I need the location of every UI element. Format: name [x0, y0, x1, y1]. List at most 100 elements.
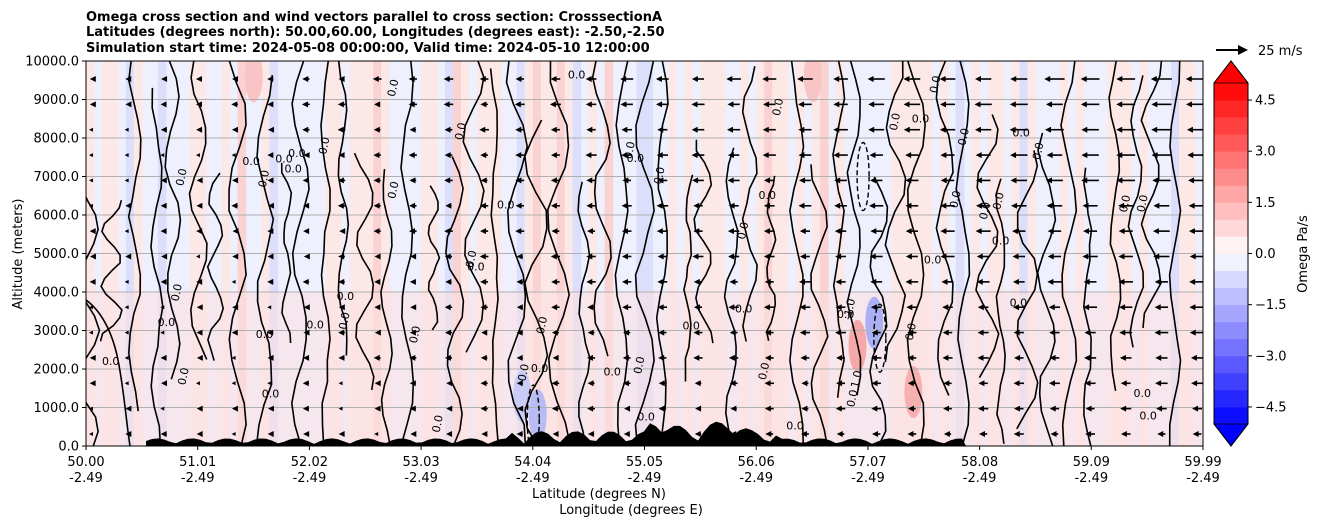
- wind-vector-head: [763, 304, 770, 311]
- wind-vector-head: [1189, 329, 1196, 336]
- wind-vector-head: [1085, 405, 1092, 412]
- wind-vector-head: [799, 177, 806, 184]
- zero-contour-line: [228, 61, 247, 446]
- wind-vector-head: [479, 253, 486, 260]
- wind-vector: [1151, 152, 1172, 159]
- wind-vector: [727, 126, 741, 133]
- colorbar-outline: [1213, 60, 1249, 447]
- wind-vector: [267, 329, 274, 336]
- wind-vector: [621, 253, 632, 260]
- wind-vector-head: [692, 253, 699, 260]
- wind-vector-head: [516, 278, 523, 285]
- wind-vector: [1049, 354, 1060, 361]
- wind-vector-head: [551, 380, 558, 387]
- wind-vector-head: [479, 202, 486, 209]
- wind-vector: [89, 406, 93, 411]
- wind-vector: [479, 202, 489, 209]
- colorbar-segment: [1214, 134, 1248, 152]
- wind-vector: [516, 278, 523, 285]
- wind-vector-head: [908, 405, 915, 412]
- wind-vector-head: [656, 152, 663, 159]
- wind-vector-head: [587, 228, 594, 235]
- zero-contour-line: [614, 61, 629, 446]
- wind-vector-head: [373, 152, 380, 159]
- wind-vector: [764, 354, 774, 361]
- wind-vector: [1048, 304, 1061, 311]
- wind-vector-head: [374, 405, 381, 412]
- wind-vector: [798, 152, 812, 159]
- wind-vector-head: [160, 354, 167, 361]
- wind-vector-head: [267, 228, 274, 235]
- zero-contour-line: [524, 119, 549, 446]
- wind-vector-head: [161, 380, 168, 387]
- wind-vector-head: [480, 177, 487, 184]
- wind-vector: [657, 253, 667, 260]
- colorbar-segment: [1214, 168, 1248, 186]
- wind-vector-head: [1080, 101, 1087, 108]
- wind-vector: [1119, 354, 1132, 361]
- wind-vector-head: [943, 431, 950, 437]
- wind-vector-head: [196, 405, 203, 412]
- wind-vector-head: [1154, 304, 1161, 311]
- wind-vector-head: [515, 76, 522, 82]
- zero-contour-line: [935, 61, 954, 396]
- wind-vector-head: [409, 177, 416, 184]
- wind-vector: [550, 76, 561, 82]
- wind-vector-head: [1188, 177, 1195, 184]
- wind-vector: [267, 431, 274, 437]
- wind-vector-head: [657, 253, 664, 260]
- wind-vector: [160, 177, 167, 184]
- y-tick-label: 10000.0: [25, 55, 79, 70]
- wind-vector-head: [940, 152, 947, 159]
- wind-vector-head: [1188, 202, 1195, 209]
- wind-vector-head: [799, 329, 806, 336]
- wind-vector-head: [303, 354, 310, 361]
- wind-vector: [267, 278, 274, 285]
- wind-vector: [908, 405, 916, 412]
- wind-vector-head: [623, 329, 630, 336]
- wind-vector: [515, 76, 524, 82]
- wind-vector: [763, 202, 775, 209]
- wind-vector: [1155, 380, 1168, 387]
- wind-vector: [444, 253, 453, 260]
- wind-vector: [231, 432, 236, 436]
- wind-vector: [373, 152, 381, 159]
- contour-value-label: 0.0: [256, 169, 272, 189]
- wind-vector-head: [799, 228, 806, 235]
- wind-vector: [480, 304, 488, 311]
- wind-vector-head: [1046, 152, 1053, 159]
- wind-vector-head: [1116, 76, 1123, 82]
- negative-contour-line: [873, 303, 887, 373]
- wind-vector: [89, 127, 93, 132]
- wind-vector-head: [621, 152, 628, 159]
- wind-vector-head: [516, 380, 523, 387]
- wind-vector: [836, 431, 845, 437]
- wind-vector: [89, 153, 93, 158]
- wind-vector: [515, 126, 525, 133]
- wind-vector: [514, 101, 525, 108]
- wind-vector: [1082, 253, 1098, 260]
- wind-vector: [943, 380, 952, 387]
- zero-contour-line: [832, 61, 846, 398]
- wind-vector: [1080, 76, 1100, 82]
- wind-vector: [1045, 126, 1064, 133]
- wind-vector-head: [1186, 126, 1193, 133]
- wind-vector-head: [196, 202, 203, 209]
- wind-vector-head: [870, 354, 877, 361]
- wind-vector: [302, 278, 310, 285]
- wind-vector: [196, 405, 203, 412]
- x-tick-label-latitude: 55.05: [626, 455, 663, 470]
- wind-vector-head: [267, 405, 274, 412]
- contour-value-label: 0.0: [102, 355, 120, 368]
- wind-vector: [692, 253, 704, 260]
- zero-contour-line: [846, 61, 862, 396]
- wind-vector: [1192, 405, 1202, 412]
- wind-vector: [1191, 380, 1203, 387]
- wind-vector: [408, 152, 417, 159]
- wind-vector-head: [799, 253, 806, 260]
- wind-vector: [338, 304, 345, 311]
- zero-contour-line: [906, 61, 926, 446]
- wind-vector: [1046, 101, 1063, 108]
- wind-vector: [445, 202, 452, 209]
- chart-title-line-2: Latitudes (degrees north): 50.00,60.00, …: [86, 25, 665, 40]
